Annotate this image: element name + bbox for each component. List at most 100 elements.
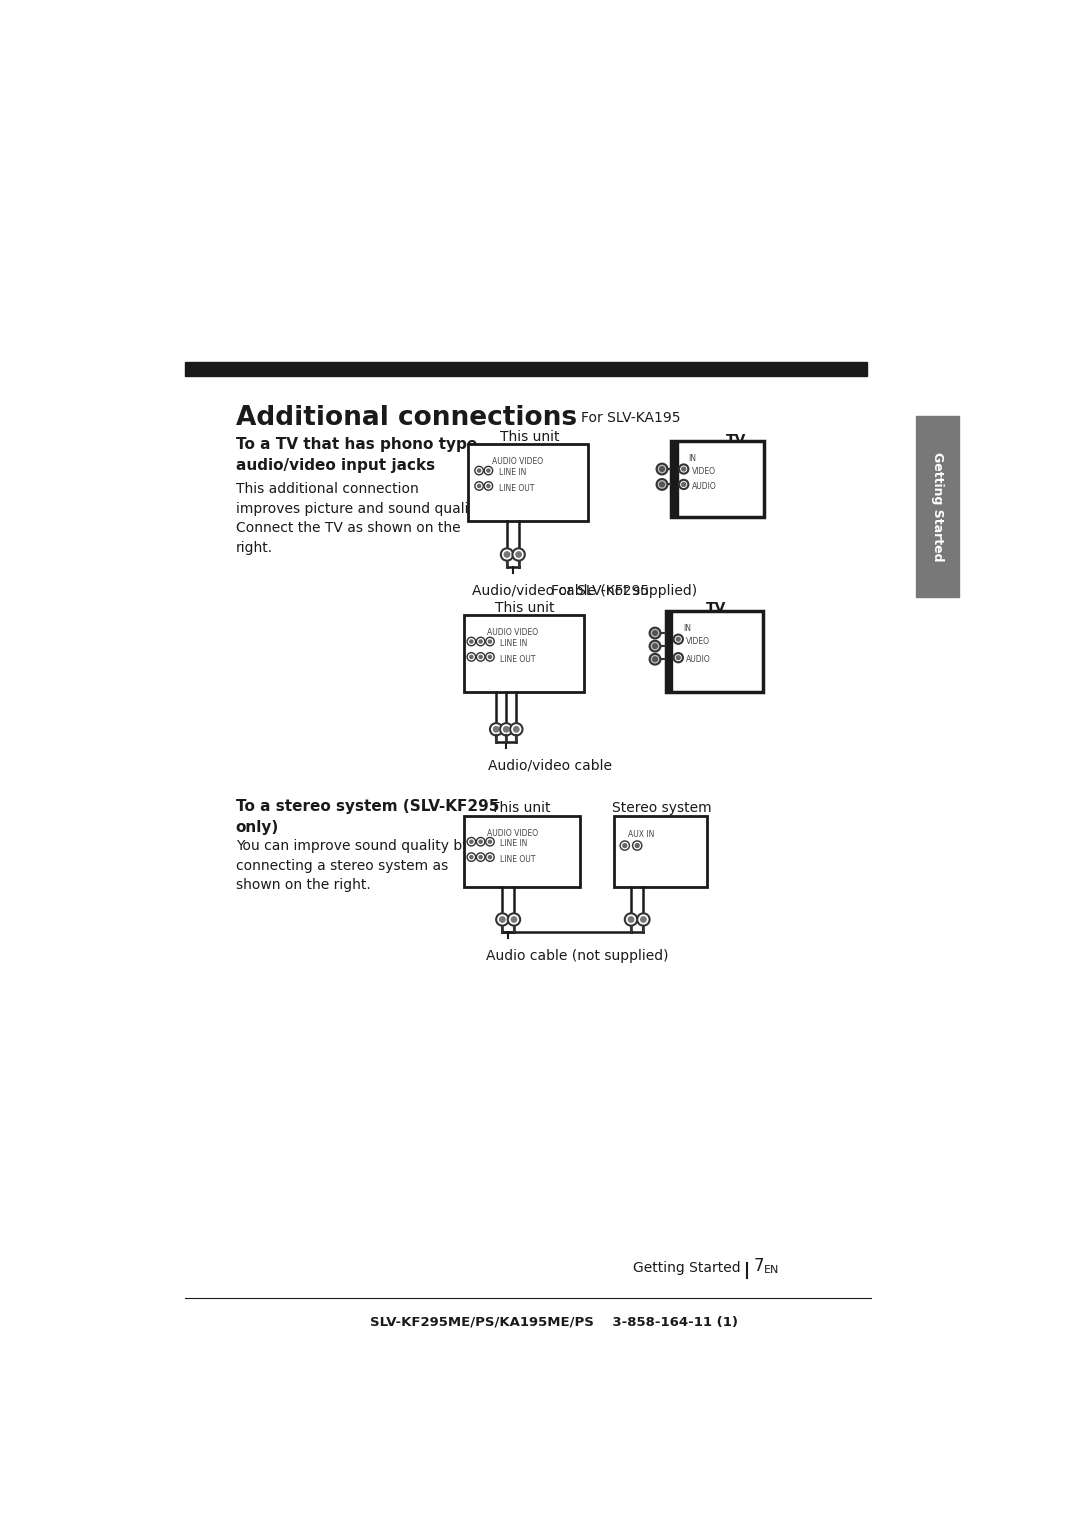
Bar xyxy=(916,416,959,597)
Circle shape xyxy=(488,840,491,843)
Text: For SLV-KA195: For SLV-KA195 xyxy=(581,411,680,425)
Circle shape xyxy=(476,652,485,662)
Text: Getting Started: Getting Started xyxy=(634,1261,741,1276)
Text: This unit: This unit xyxy=(500,429,561,443)
Circle shape xyxy=(623,843,626,848)
Text: AUDIO VIDEO: AUDIO VIDEO xyxy=(491,457,542,466)
Circle shape xyxy=(657,480,667,490)
Bar xyxy=(666,611,672,692)
Text: Additional connections: Additional connections xyxy=(235,405,577,431)
Bar xyxy=(186,362,867,376)
Circle shape xyxy=(470,656,473,659)
Circle shape xyxy=(681,483,686,486)
Circle shape xyxy=(510,723,523,735)
Circle shape xyxy=(674,634,683,643)
Text: LINE OUT: LINE OUT xyxy=(499,484,535,492)
Circle shape xyxy=(500,917,505,923)
Text: LINE IN: LINE IN xyxy=(500,639,527,648)
Text: LINE IN: LINE IN xyxy=(500,839,527,848)
Circle shape xyxy=(652,643,658,648)
Circle shape xyxy=(679,480,688,489)
Circle shape xyxy=(637,914,649,926)
Text: AUX IN: AUX IN xyxy=(627,830,654,839)
Bar xyxy=(613,816,707,888)
Text: Getting Started: Getting Started xyxy=(931,452,944,561)
Text: SLV-KF295ME/PS/KA195ME/PS    3-858-164-11 (1): SLV-KF295ME/PS/KA195ME/PS 3-858-164-11 (… xyxy=(369,1316,738,1328)
Circle shape xyxy=(488,656,491,659)
Text: Stereo system: Stereo system xyxy=(612,801,712,814)
Text: TV: TV xyxy=(726,432,746,446)
Circle shape xyxy=(475,481,484,490)
Circle shape xyxy=(486,637,495,646)
Circle shape xyxy=(476,637,485,646)
Circle shape xyxy=(625,914,637,926)
Circle shape xyxy=(480,840,482,843)
Text: 7: 7 xyxy=(754,1258,764,1276)
Text: Audio/video cable (not supplied): Audio/video cable (not supplied) xyxy=(472,584,697,597)
Text: This unit: This unit xyxy=(491,801,551,814)
Circle shape xyxy=(676,656,680,660)
Text: LINE OUT: LINE OUT xyxy=(500,854,536,863)
Bar xyxy=(469,443,589,521)
Text: This unit: This unit xyxy=(495,601,554,614)
Circle shape xyxy=(516,552,522,558)
Text: TV: TV xyxy=(706,601,727,614)
Circle shape xyxy=(649,640,661,651)
Circle shape xyxy=(635,843,639,848)
Circle shape xyxy=(486,837,495,847)
Text: IN: IN xyxy=(683,623,691,633)
Circle shape xyxy=(629,917,634,923)
Circle shape xyxy=(487,469,490,472)
Bar xyxy=(672,442,765,516)
Circle shape xyxy=(679,465,688,474)
Circle shape xyxy=(487,484,490,487)
Circle shape xyxy=(508,914,521,926)
Circle shape xyxy=(484,466,492,475)
Text: EN: EN xyxy=(765,1265,780,1276)
Circle shape xyxy=(676,637,680,642)
Circle shape xyxy=(477,469,481,472)
Circle shape xyxy=(652,631,658,636)
Circle shape xyxy=(681,468,686,471)
Circle shape xyxy=(480,640,482,643)
Circle shape xyxy=(486,652,495,662)
Text: To a TV that has phono type
audio/video input jacks: To a TV that has phono type audio/video … xyxy=(235,437,477,472)
Bar xyxy=(672,442,677,516)
Circle shape xyxy=(652,657,658,662)
Circle shape xyxy=(511,917,516,923)
Text: LINE OUT: LINE OUT xyxy=(500,654,536,663)
Circle shape xyxy=(476,853,485,862)
Circle shape xyxy=(660,483,664,487)
Text: LINE IN: LINE IN xyxy=(499,468,527,477)
Circle shape xyxy=(500,723,512,735)
Circle shape xyxy=(477,484,481,487)
Circle shape xyxy=(633,840,642,850)
Bar xyxy=(666,611,762,692)
Circle shape xyxy=(488,640,491,643)
Circle shape xyxy=(470,640,473,643)
Circle shape xyxy=(496,914,509,926)
Circle shape xyxy=(512,549,525,561)
Circle shape xyxy=(470,840,473,843)
Circle shape xyxy=(640,917,646,923)
Circle shape xyxy=(467,837,475,847)
Circle shape xyxy=(476,837,485,847)
Circle shape xyxy=(514,727,519,732)
Circle shape xyxy=(504,552,510,558)
Circle shape xyxy=(480,656,482,659)
Circle shape xyxy=(657,463,667,474)
Circle shape xyxy=(467,652,475,662)
Circle shape xyxy=(660,466,664,471)
Text: AUDIO: AUDIO xyxy=(686,656,711,665)
Circle shape xyxy=(484,481,492,490)
Circle shape xyxy=(486,853,495,862)
Circle shape xyxy=(490,723,502,735)
Circle shape xyxy=(501,549,513,561)
Circle shape xyxy=(674,652,683,662)
Circle shape xyxy=(494,727,499,732)
Circle shape xyxy=(620,840,630,850)
Bar xyxy=(463,816,580,888)
Text: AUDIO VIDEO: AUDIO VIDEO xyxy=(487,628,538,637)
Circle shape xyxy=(649,654,661,665)
Circle shape xyxy=(480,856,482,859)
